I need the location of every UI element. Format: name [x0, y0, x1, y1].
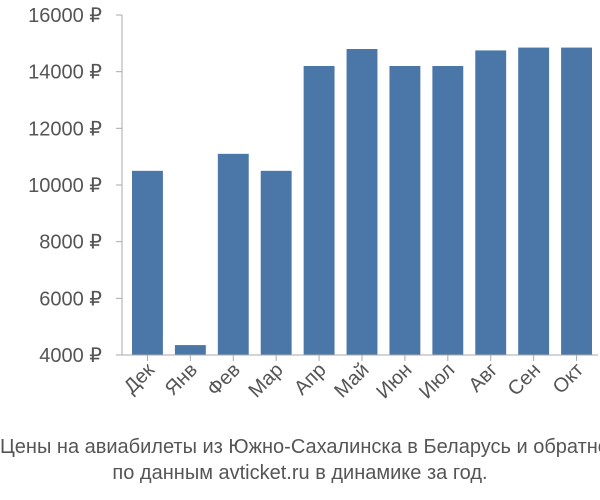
x-tick-label: Янв: [161, 359, 202, 400]
y-tick-label: 10000 ₽: [28, 175, 102, 197]
y-tick-label: 16000 ₽: [28, 5, 102, 27]
y-tick-label: 8000 ₽: [39, 232, 102, 254]
bar-2: [174, 345, 206, 355]
price-bar-chart: 4000 ₽ 6000 ₽ 8000 ₽ 10000 ₽ 12000 ₽ 14000 ₽ 1…: [28, 5, 598, 403]
bar-5: [303, 66, 335, 355]
bar-1: [132, 170, 163, 355]
x-tick-label: Фев: [203, 359, 245, 401]
x-tick-label: Авг: [465, 359, 503, 397]
x-tick-label: Дек: [120, 359, 159, 398]
bar-8: [432, 66, 464, 355]
bar-6: [346, 49, 378, 355]
bar-10: [518, 47, 550, 355]
x-tick-label: Май: [330, 359, 373, 402]
x-tick-label: Окт: [549, 359, 588, 398]
bar-3: [217, 153, 249, 355]
bar-4: [260, 170, 292, 355]
bar-7: [389, 66, 421, 355]
x-tick-label: Сен: [504, 359, 545, 400]
bar-11: [561, 47, 592, 355]
bar-9: [475, 50, 507, 356]
chart-caption-line-1: Цены на авиабилеты из Южно-Сахалинска в …: [0, 436, 600, 458]
chart-caption-line-2: по данным avticket.ru в динамике за год.: [112, 462, 488, 484]
y-tick-label: 14000 ₽: [28, 62, 102, 84]
x-tick-label: Июн: [372, 359, 416, 403]
y-axis: 4000 ₽ 6000 ₽ 8000 ₽ 10000 ₽ 12000 ₽ 14000 ₽ 1…: [28, 5, 123, 367]
y-tick-label: 12000 ₽: [28, 118, 102, 140]
x-tick-label: Июл: [415, 359, 459, 403]
x-tick-label: Апр: [290, 359, 331, 400]
y-tick-label: 6000 ₽: [39, 288, 102, 310]
bars: [132, 47, 592, 356]
y-tick-label: 4000 ₽: [39, 345, 102, 367]
x-tick-label: Мар: [244, 359, 287, 402]
